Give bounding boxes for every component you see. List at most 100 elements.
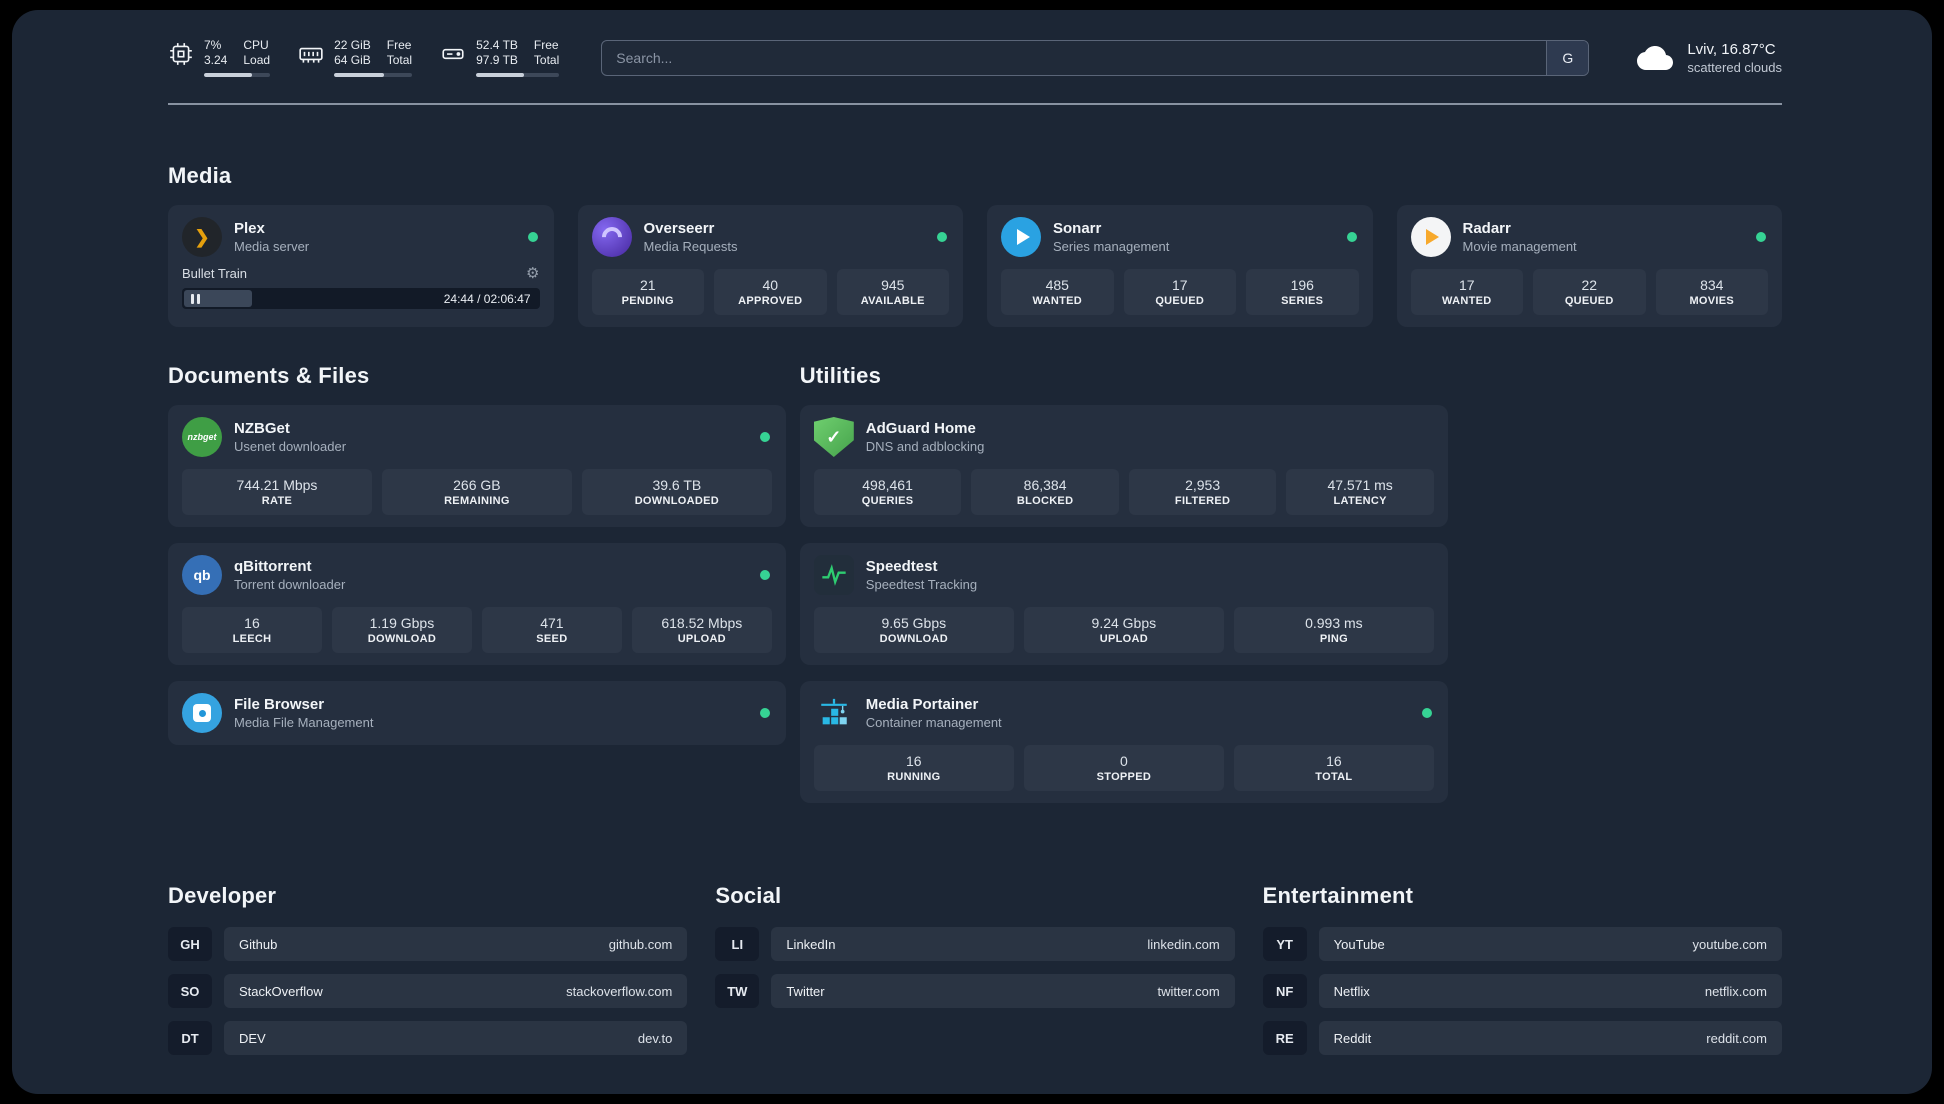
disk-free-value: 52.4 TB: [476, 38, 518, 52]
stat-box: 40 APPROVED: [714, 269, 827, 315]
speedtest-graph-icon: [813, 555, 854, 595]
weather-condition: scattered clouds: [1687, 59, 1782, 75]
stat-label: DOWNLOAD: [367, 633, 437, 645]
stat-box: 744.21 Mbps RATE: [182, 469, 372, 515]
status-dot: [759, 570, 770, 580]
stat-value: 9.24 Gbps: [1091, 615, 1157, 631]
stat-label: QUEUED: [1564, 295, 1614, 307]
stat-value: 39.6 TB: [652, 477, 702, 493]
bookmarks-social: Social LI LinkedIn linkedin.com TW Twitt…: [715, 883, 1235, 1068]
portainer-card[interactable]: Media Portainer Container management 16 …: [799, 681, 1448, 803]
player-progress-fill: [184, 290, 252, 307]
stat-box: 21 PENDING: [591, 269, 704, 315]
nzbget-icon: nzbget: [182, 417, 222, 457]
bookmark-reddit[interactable]: RE Reddit reddit.com: [1262, 1021, 1782, 1055]
ram-usage-bar: [334, 73, 413, 77]
bookmark-stackoverflow[interactable]: SO StackOverflow stackoverflow.com: [168, 974, 688, 1008]
bookmark-abbr: YT: [1262, 927, 1307, 961]
bookmark-netflix[interactable]: NF Netflix netflix.com: [1262, 974, 1782, 1008]
bookmark-name: Reddit: [1333, 1030, 1372, 1046]
app-subtitle: Media Requests: [643, 239, 738, 254]
stat-value: 16: [1326, 753, 1342, 769]
stat-label: LEECH: [232, 633, 272, 645]
app-subtitle: Speedtest Tracking: [865, 577, 978, 592]
bookmark-abbr: TW: [715, 974, 760, 1008]
stat-value: 266 GB: [453, 477, 501, 493]
stat-label: WANTED: [1442, 295, 1492, 307]
bookmark-url: stackoverflow.com: [566, 983, 673, 999]
search-engine-button[interactable]: G: [1546, 40, 1589, 75]
search-input[interactable]: [602, 40, 1547, 75]
stat-box: 9.65 Gbps DOWNLOAD: [813, 607, 1014, 653]
ram-icon: [298, 41, 324, 67]
adguard-card[interactable]: ✓ AdGuard Home DNS and adblocking 498,46…: [799, 405, 1448, 527]
stat-label: DOWNLOADED: [634, 495, 719, 507]
cpu-widget: 7% 3.24 CPU Load: [168, 38, 271, 77]
bookmark-name: DEV: [239, 1030, 266, 1046]
bookmarks-entertainment: Entertainment YT YouTube youtube.com NF …: [1262, 883, 1782, 1068]
sonarr-card[interactable]: Sonarr Series management 485 WANTED 17 Q…: [987, 205, 1373, 327]
bookmark-twitter[interactable]: TW Twitter twitter.com: [715, 974, 1235, 1008]
stat-value: 0.993 ms: [1305, 615, 1363, 631]
disk-usage-bar: [476, 73, 560, 77]
app-name: File Browser: [234, 696, 325, 713]
stat-label: SERIES: [1281, 295, 1324, 307]
settings-gear-icon[interactable]: ⚙: [526, 265, 540, 282]
stat-value: 2,953: [1185, 477, 1221, 493]
bookmark-name: LinkedIn: [786, 936, 836, 952]
adguard-shield-icon: ✓: [813, 417, 854, 457]
plex-card[interactable]: ❯ Plex Media server Bullet Train ⚙ 24:44…: [168, 205, 554, 327]
bookmark-youtube[interactable]: YT YouTube youtube.com: [1262, 927, 1782, 961]
speedtest-card[interactable]: Speedtest Speedtest Tracking 9.65 Gbps D…: [799, 543, 1448, 665]
stat-value: 834: [1700, 277, 1724, 293]
stat-label: RATE: [261, 495, 293, 507]
section-title-utilities: Utilities: [799, 363, 882, 388]
disk-total-label: Total: [533, 53, 560, 67]
stat-value: 86,384: [1023, 477, 1067, 493]
bookmark-url: twitter.com: [1157, 983, 1220, 999]
filebrowser-card[interactable]: File Browser Media File Management: [168, 681, 786, 745]
plex-icon: ❯: [182, 217, 222, 257]
bookmark-linkedin[interactable]: LI LinkedIn linkedin.com: [715, 927, 1235, 961]
section-title-developer: Developer: [168, 883, 277, 908]
radarr-card[interactable]: Radarr Movie management 17 WANTED 22 QUE…: [1396, 205, 1782, 327]
stat-label: APPROVED: [738, 295, 803, 307]
stat-box: 834 MOVIES: [1655, 269, 1768, 315]
app-subtitle: Usenet downloader: [234, 439, 347, 454]
overseerr-icon: [591, 217, 632, 257]
app-name: AdGuard Home: [865, 420, 976, 437]
portainer-crane-icon: [814, 693, 854, 733]
stat-box: 16 LEECH: [182, 607, 322, 653]
app-name: Overseerr: [643, 220, 715, 237]
ram-total-value: 64 GiB: [334, 53, 371, 67]
stat-label: FILTERED: [1174, 495, 1231, 507]
stat-box: 0.993 ms PING: [1233, 607, 1434, 653]
section-media: Media ❯ Plex Media server Bullet Train ⚙: [168, 163, 1782, 327]
bookmark-dev[interactable]: DT DEV dev.to: [168, 1021, 688, 1055]
bookmark-name: Twitter: [786, 983, 825, 999]
stat-box: 39.6 TB DOWNLOADED: [581, 469, 772, 515]
app-subtitle: Container management: [865, 715, 1002, 730]
stat-label: STOPPED: [1096, 771, 1152, 783]
pause-button[interactable]: [191, 293, 200, 304]
status-dot: [1421, 708, 1432, 718]
qbittorrent-card[interactable]: qb qBittorrent Torrent downloader 16 LEE…: [168, 543, 786, 665]
bookmark-github[interactable]: GH Github github.com: [168, 927, 688, 961]
sonarr-icon: [1001, 217, 1041, 257]
media-player-bar[interactable]: 24:44 / 02:06:47: [182, 288, 540, 309]
stat-box: 2,953 FILTERED: [1128, 469, 1277, 515]
nzbget-card[interactable]: nzbget NZBGet Usenet downloader 744.21 M…: [168, 405, 786, 527]
status-dot: [759, 432, 770, 442]
stat-value: 485: [1045, 277, 1069, 293]
app-subtitle: Movie management: [1462, 239, 1577, 254]
bookmarks-developer: Developer GH Github github.com SO StackO…: [168, 883, 688, 1068]
app-name: Plex: [234, 220, 265, 237]
stat-box: 16 RUNNING: [813, 745, 1014, 791]
stat-label: UPLOAD: [1099, 633, 1148, 645]
overseerr-card[interactable]: Overseerr Media Requests 21 PENDING 40 A…: [577, 205, 963, 327]
weather-widget: Lviv, 16.87°C scattered clouds: [1635, 40, 1782, 76]
status-dot: [1346, 232, 1357, 242]
topbar-divider: [168, 103, 1782, 105]
stat-label: AVAILABLE: [860, 295, 925, 307]
app-name: Sonarr: [1053, 220, 1102, 237]
